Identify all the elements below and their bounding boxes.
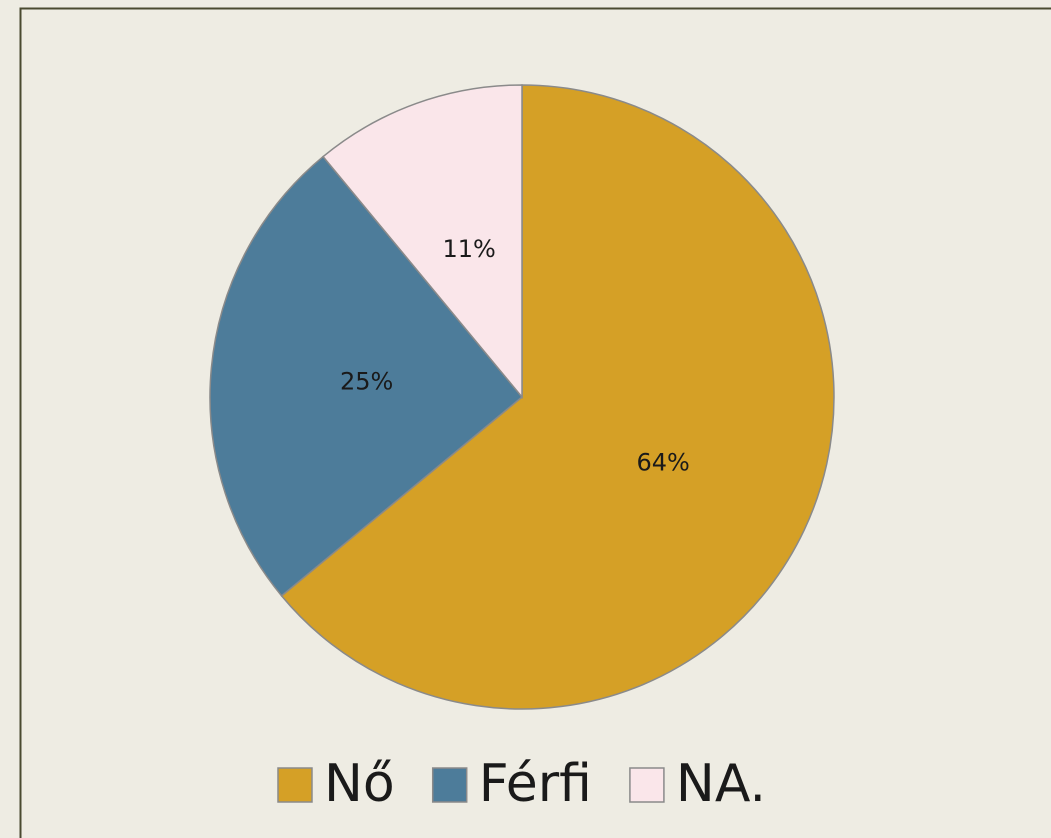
legend-swatch <box>277 767 313 803</box>
legend-label: NA. <box>676 754 766 814</box>
data-label: 64% <box>636 448 689 476</box>
legend-label: Férfi <box>479 754 592 814</box>
legend: Nő Férfi NA. <box>277 754 766 814</box>
legend-label: Nő <box>324 754 395 814</box>
pie-slice <box>322 84 523 400</box>
data-label: 11% <box>442 235 495 263</box>
pie-slice <box>280 84 835 710</box>
legend-swatch <box>629 767 665 803</box>
data-label: 25% <box>340 367 393 395</box>
pie-slice <box>209 155 524 597</box>
legend-swatch <box>431 767 468 803</box>
